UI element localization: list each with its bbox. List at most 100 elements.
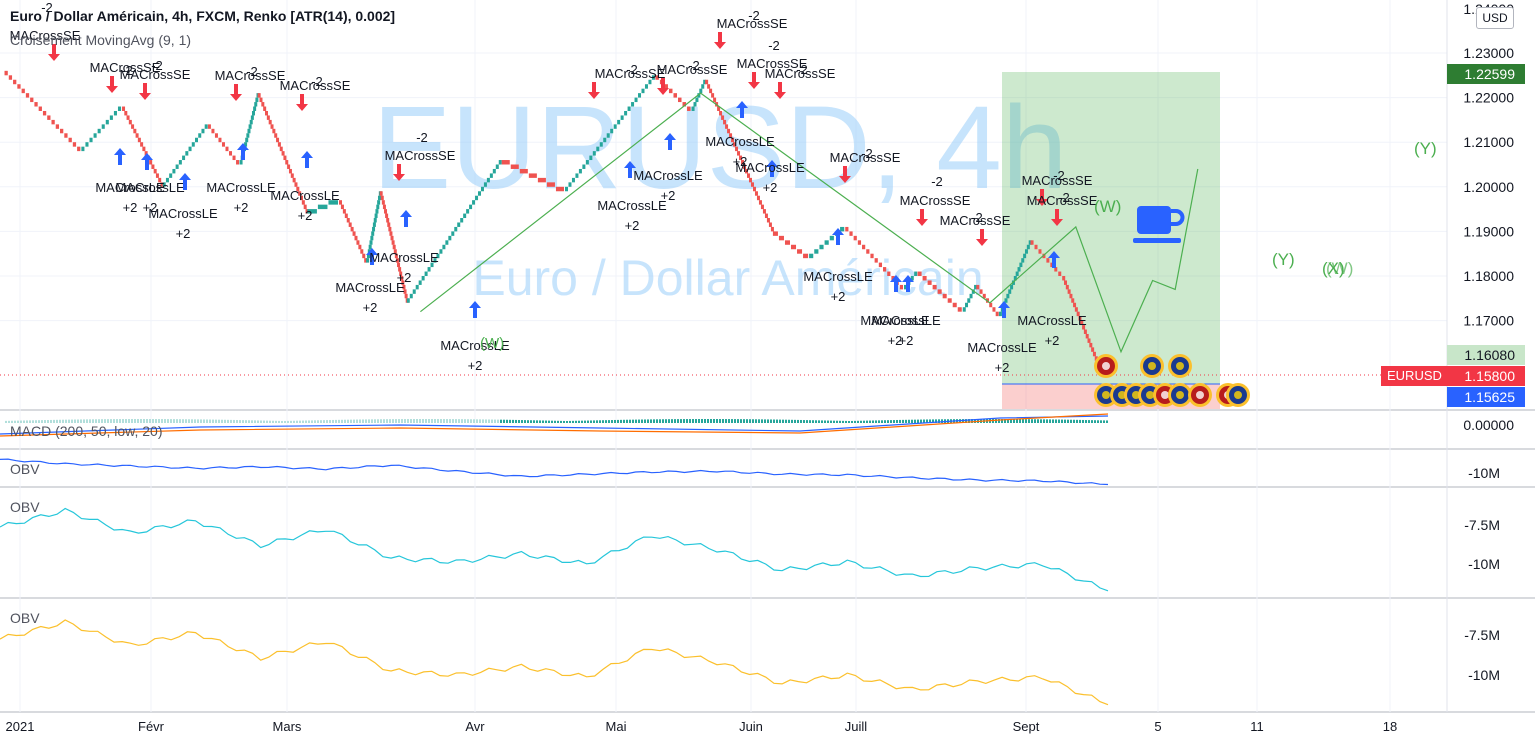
- macd-histogram-bar: [377, 419, 379, 423]
- renko-brick: [255, 97, 259, 103]
- macd-histogram-bar: [494, 419, 496, 423]
- macd-histogram-bar: [1037, 419, 1039, 423]
- macd-histogram-bar: [413, 419, 415, 423]
- renko-brick: [668, 88, 673, 94]
- macd-histogram-bar: [779, 419, 781, 423]
- long-signal-label: MACrossLE: [369, 250, 439, 265]
- renko-brick: [849, 231, 853, 236]
- obv2-label[interactable]: OBV: [10, 499, 40, 515]
- renko-brick: [21, 88, 25, 94]
- macd-histogram-bar: [995, 419, 997, 423]
- macd-histogram-bar: [602, 420, 604, 423]
- renko-brick: [1006, 293, 1010, 299]
- renko-brick: [678, 97, 682, 103]
- target-zone[interactable]: [1002, 72, 1220, 384]
- renko-brick: [128, 119, 132, 125]
- macd-histogram-bar: [380, 419, 382, 423]
- time-tick: 5: [1154, 719, 1161, 734]
- macd-histogram-bar: [830, 420, 832, 423]
- macd-histogram-bar: [293, 420, 295, 423]
- renko-brick: [974, 284, 978, 290]
- obv-tick: -10M: [1468, 556, 1500, 572]
- flag-emblem: [1102, 391, 1110, 399]
- macd-histogram-bar: [926, 419, 928, 423]
- currency-button[interactable]: USD: [1476, 7, 1514, 29]
- macd-histogram-bar: [590, 420, 592, 423]
- macd-histogram-bar: [434, 419, 436, 423]
- short-signal-qty: -2: [688, 58, 700, 73]
- macd-histogram-bar: [917, 419, 919, 423]
- macd-histogram-bar: [407, 419, 409, 423]
- renko-brick: [967, 298, 971, 303]
- renko-brick: [342, 209, 346, 214]
- macd-histogram-bar: [161, 419, 163, 423]
- renko-brick: [303, 204, 307, 210]
- short-signal-qty: -2: [311, 74, 323, 89]
- short-signal-label: MACrossSE: [657, 62, 728, 77]
- macd-histogram-bar: [971, 419, 973, 423]
- wave-label-y1: (Y): [1272, 250, 1295, 269]
- renko-brick: [866, 249, 870, 254]
- obv1-label[interactable]: OBV: [10, 461, 40, 477]
- macd-histogram-bar: [1073, 419, 1075, 423]
- macd-histogram-bar: [878, 420, 880, 423]
- time-tick: 2021: [6, 719, 35, 734]
- strategy-legend[interactable]: Croisement MovingAvg (9, 1): [10, 32, 192, 48]
- long-signal-qty: +2: [176, 226, 191, 241]
- renko-brick: [229, 151, 233, 156]
- long-signal-label: MACrossLE: [633, 168, 703, 183]
- macd-histogram-bar: [155, 419, 157, 423]
- obv3-label[interactable]: OBV: [10, 610, 40, 626]
- macd-histogram-bar: [1082, 419, 1084, 423]
- macd-histogram-bar: [137, 419, 139, 423]
- long-signal-arrow: [400, 210, 412, 227]
- renko-brick: [699, 88, 703, 94]
- macd-histogram-bar: [803, 420, 805, 423]
- short-signal-qty: -2: [626, 62, 638, 77]
- macd-histogram-bar: [383, 419, 385, 423]
- price-tick: 1.18000: [1463, 268, 1514, 284]
- macd-histogram-bar: [854, 420, 856, 423]
- macd-histogram-bar: [440, 419, 442, 423]
- renko-brick: [469, 204, 473, 210]
- renko-brick: [596, 146, 600, 152]
- macd-histogram-bar: [464, 419, 466, 423]
- macd-histogram-bar: [641, 419, 643, 423]
- renko-brick: [391, 240, 395, 245]
- macd-label[interactable]: MACD (200, 50, low, 20): [10, 423, 163, 439]
- renko-brick: [403, 289, 407, 294]
- renko-brick: [409, 293, 413, 299]
- economic-events[interactable]: [1094, 354, 1250, 407]
- flag-emblem: [1146, 391, 1154, 399]
- macd-histogram-bar: [344, 419, 346, 423]
- macd-histogram-bar: [422, 419, 424, 423]
- macd-histogram-bar: [212, 419, 214, 423]
- macd-histogram-bar: [110, 419, 112, 423]
- macd-histogram-bar: [179, 419, 181, 423]
- renko-brick: [687, 106, 691, 111]
- short-signal-label: MACrossSE: [280, 78, 351, 93]
- time-axis[interactable]: 2021 Févr Mars Avr Mai Juin Juill Sept 5 11 18: [6, 719, 1398, 734]
- macd-histogram-bar: [767, 419, 769, 423]
- macd-histogram-bar: [584, 420, 586, 423]
- renko-brick: [298, 191, 302, 196]
- renko-brick: [537, 177, 546, 183]
- renko-brick: [372, 226, 376, 232]
- wave-projection-line[interactable]: [420, 92, 1199, 354]
- macd-histogram-bar: [707, 419, 709, 423]
- macd-histogram-bar: [788, 419, 790, 423]
- macd-histogram-bar: [539, 420, 541, 423]
- renko-brick: [178, 160, 182, 165]
- renko-brick: [109, 115, 113, 120]
- macd-histogram-bar: [932, 419, 934, 423]
- short-signal-arrow: [393, 164, 405, 181]
- macd-histogram-bar: [1040, 419, 1042, 423]
- macd-histogram-bar: [524, 420, 526, 423]
- macd-histogram-bar: [755, 419, 757, 423]
- macd-histogram-bar: [458, 419, 460, 423]
- long-signal-arrow: [766, 160, 778, 177]
- renko-brick: [634, 97, 638, 103]
- renko-brick: [445, 240, 449, 245]
- macd-histogram-bar: [449, 419, 451, 423]
